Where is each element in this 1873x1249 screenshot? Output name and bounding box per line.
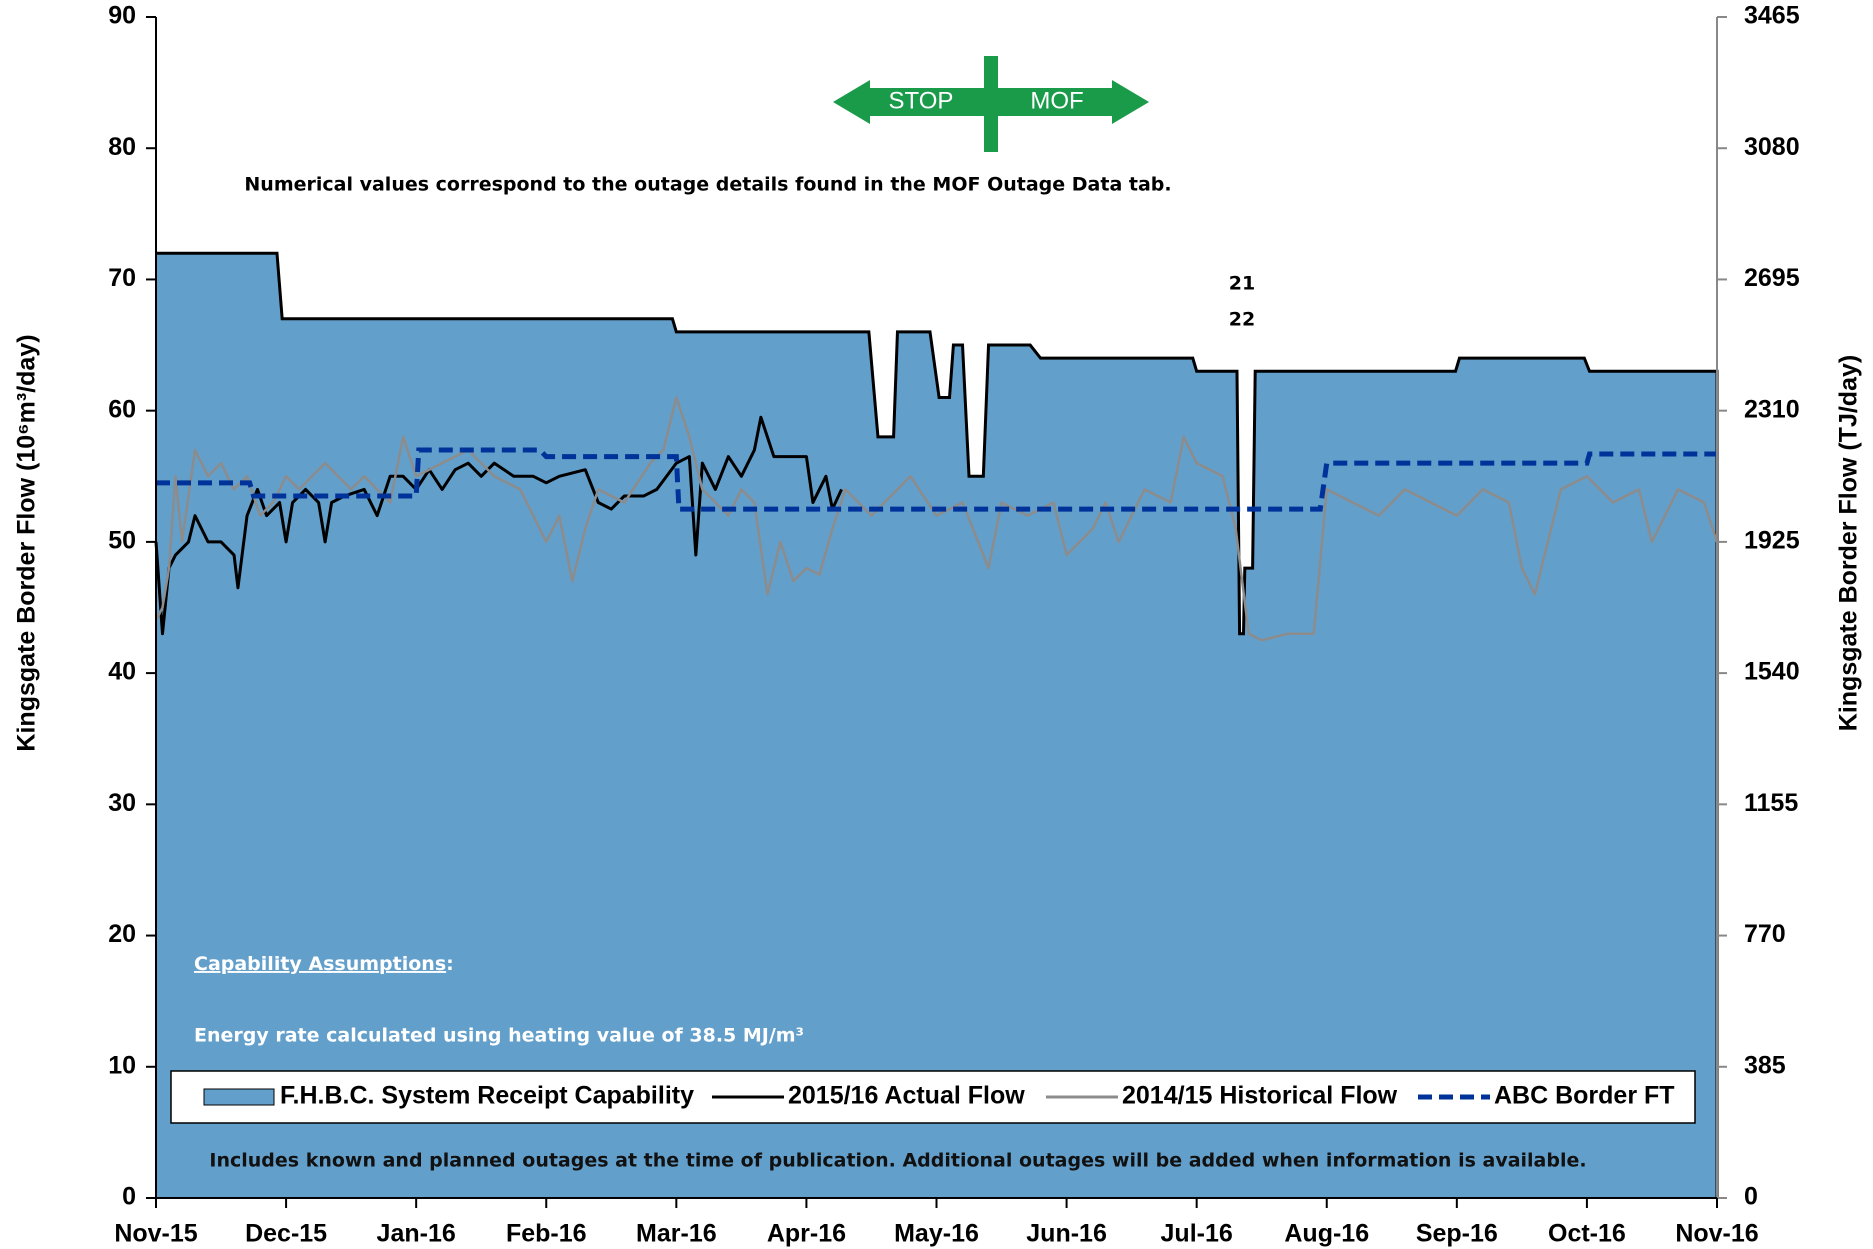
x-tick-label: Jan-16 <box>377 1220 456 1248</box>
y2-axis-label: Kingsgate Border Flow (TJ/day) <box>1835 355 1863 731</box>
y-tick-label: 60 <box>108 395 136 423</box>
y-tick-label: 10 <box>108 1051 136 1079</box>
x-tick-label: Jun-16 <box>1026 1220 1107 1248</box>
x-tick-label: Sep-16 <box>1416 1220 1498 1248</box>
y2-tick-label: 0 <box>1744 1183 1758 1211</box>
flow-line <box>154 396 1719 642</box>
x-tick-label: Jul-16 <box>1161 1220 1233 1248</box>
arrow-bar <box>984 56 998 152</box>
stop-mof-arrow <box>833 56 1149 152</box>
ft-line <box>156 447 1717 512</box>
y-tick-label: 90 <box>108 2 136 30</box>
x-tick-label: Nov-16 <box>1675 1220 1758 1248</box>
y-tick-label: 50 <box>108 526 136 554</box>
outage-label: 22 <box>1229 309 1255 331</box>
x-tick-label: Apr-16 <box>767 1220 846 1248</box>
y2-tick-label: 1925 <box>1744 526 1800 554</box>
legend-label: ABC Border FT <box>1494 1082 1675 1110</box>
y-axis-label: Kingsgate Border Flow (10⁶m³/day) <box>13 334 41 751</box>
y-tick-label: 30 <box>108 789 136 817</box>
y-tick-label: 80 <box>108 133 136 161</box>
y-tick-label: 40 <box>108 658 136 686</box>
legend-swatch <box>203 1088 275 1106</box>
outage-note: Includes known and planned outages at th… <box>209 1150 1586 1172</box>
y2-tick-label: 3080 <box>1744 133 1800 161</box>
capability-area <box>156 253 1717 1198</box>
flow-line <box>154 415 843 636</box>
x-tick-label: Aug-16 <box>1284 1220 1369 1248</box>
x-tick-label: Nov-15 <box>114 1220 197 1248</box>
x-tick-label: Oct-16 <box>1548 1220 1626 1248</box>
legend-label: 2014/15 Historical Flow <box>1122 1082 1398 1110</box>
y2-tick-label: 1155 <box>1744 789 1798 817</box>
y2-tick-label: 2310 <box>1744 395 1800 423</box>
y2-tick-label: 1540 <box>1744 658 1800 686</box>
y2-tick-label: 385 <box>1744 1051 1786 1079</box>
x-tick-label: May-16 <box>894 1220 979 1248</box>
assumptions-title: Capability Assumptions <box>194 953 446 975</box>
legend-label: 2015/16 Actual Flow <box>788 1082 1025 1110</box>
arrow-label: STOP <box>889 87 954 114</box>
assumptions-heading: Capability Assumptions: <box>194 953 454 975</box>
energy-note: Energy rate calculated using heating val… <box>194 1025 804 1047</box>
y2-tick-label: 770 <box>1744 920 1786 948</box>
note: Numerical values correspond to the outag… <box>244 174 1171 196</box>
capability-outline <box>156 251 1719 1198</box>
y-tick-label: 20 <box>108 920 136 948</box>
y2-tick-label: 3465 <box>1744 2 1800 30</box>
y-tick-label: 70 <box>108 264 136 292</box>
x-tick-label: Feb-16 <box>506 1220 587 1248</box>
legend-box <box>170 1070 1696 1124</box>
y2-tick-label: 2695 <box>1744 264 1800 292</box>
y-tick-label: 0 <box>122 1183 136 1211</box>
x-tick-label: Mar-16 <box>636 1220 717 1248</box>
outage-label: 21 <box>1229 273 1255 295</box>
arrow-label: MOF <box>1030 87 1083 114</box>
x-tick-label: Dec-15 <box>245 1220 327 1248</box>
assumptions-colon: : <box>446 953 454 975</box>
legend-label: F.H.B.C. System Receipt Capability <box>280 1082 694 1110</box>
